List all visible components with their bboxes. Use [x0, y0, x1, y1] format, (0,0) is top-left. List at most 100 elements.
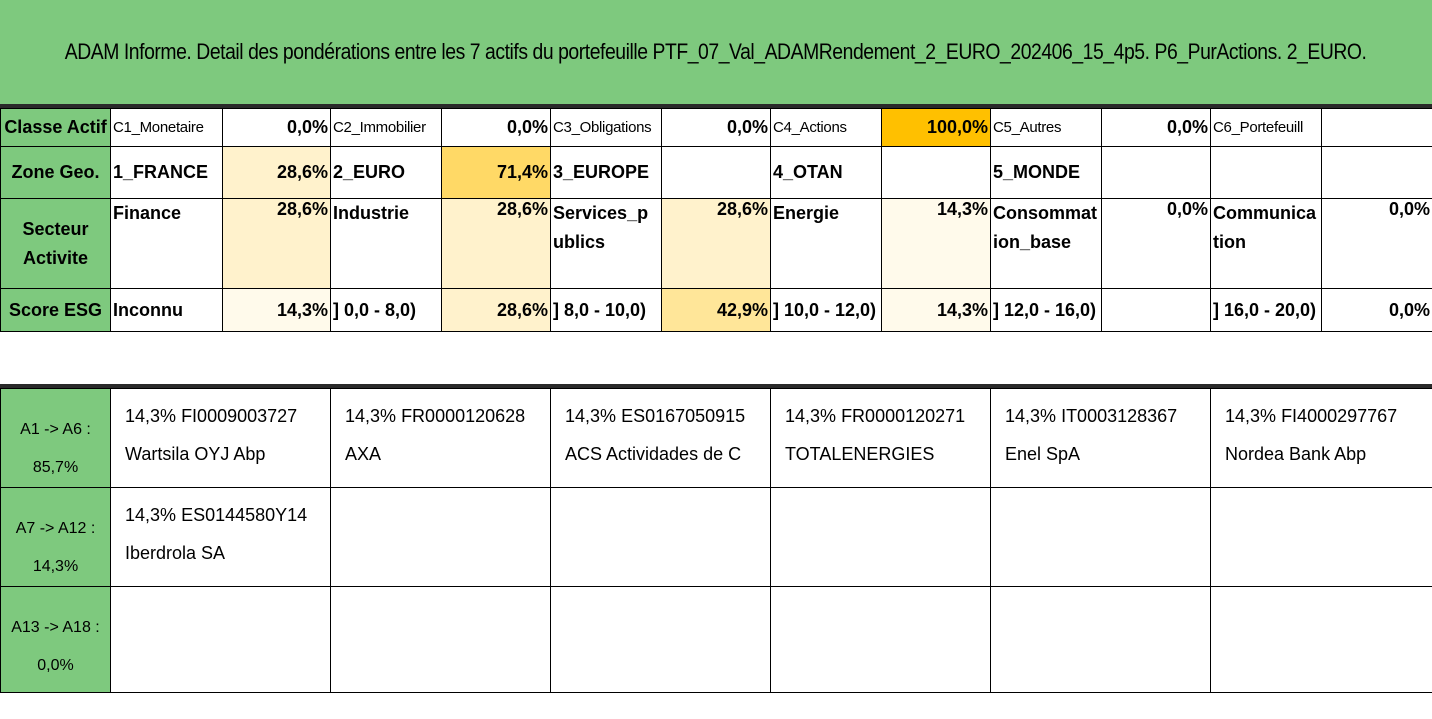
group-range: A1 -> A6 : — [20, 421, 91, 438]
cell-label: ] 10,0 - 12,0) — [770, 288, 882, 332]
asset-weight: 14,3% — [565, 406, 617, 426]
asset-line1: 14,3% ES0167050915 — [565, 397, 770, 435]
row-classe-actif: Classe Actif C1_Monetaire 0,0% C2_Immobi… — [0, 108, 1432, 147]
cell-value: 0,0% — [1101, 108, 1211, 147]
cell-label: Communication — [1210, 198, 1322, 289]
asset-isin: IT0003128367 — [1061, 406, 1178, 426]
report-title: ADAM Informe. Detail des pondérations en… — [0, 0, 1432, 104]
cell-value: 28,6% — [222, 146, 331, 199]
row-header-secteur-line1: Secteur — [22, 218, 89, 239]
row-header-classe: Classe Actif — [0, 108, 111, 147]
asset-isin: FR0000120628 — [401, 406, 526, 426]
empty-cell — [550, 586, 771, 693]
cell-label: Consommation_base — [990, 198, 1102, 289]
asset-isin: FI0009003727 — [181, 406, 298, 426]
empty-cell — [770, 586, 991, 693]
empty-cell — [1210, 487, 1432, 587]
cell-label: C3_Obligations — [550, 108, 662, 147]
cell-label: 5_MONDE — [990, 146, 1102, 199]
group-range: A13 -> A18 : — [11, 619, 100, 636]
empty-cell — [330, 586, 551, 693]
asset-line1: 14,3% FI4000297767 — [1225, 397, 1432, 435]
header-divider — [0, 104, 1432, 108]
asset-cell: 14,3% FI4000297767 Nordea Bank Abp — [1210, 388, 1432, 488]
cell-label: Finance — [110, 198, 223, 289]
row-header-zone: Zone Geo. — [0, 146, 111, 199]
asset-group-3: A13 -> A18 : 0,0% — [0, 586, 1432, 693]
empty-cell — [330, 487, 551, 587]
section-divider — [0, 384, 1432, 388]
cell-value — [1101, 146, 1211, 199]
asset-weight: 14,3% — [1005, 406, 1057, 426]
asset-name: Enel SpA — [1005, 444, 1081, 464]
cell-label — [1210, 146, 1322, 199]
row-secteur-activite: Secteur Activite Finance 28,6% Industrie… — [0, 198, 1432, 289]
asset-weight: 14,3% — [1225, 406, 1277, 426]
cell-value: 0,0% — [441, 108, 551, 147]
empty-cell — [550, 487, 771, 587]
cell-label: C5_Autres — [990, 108, 1102, 147]
empty-cell — [110, 586, 331, 693]
cell-value: 0,0% — [1321, 288, 1432, 332]
asset-weight: 14,3% — [785, 406, 837, 426]
asset-name: TOTALENERGIES — [785, 444, 935, 464]
cell-label: ] 16,0 - 20,0) — [1210, 288, 1322, 332]
asset-cell: 14,3% IT0003128367 Enel SpA — [990, 388, 1211, 488]
cell-value: 100,0% — [881, 108, 991, 147]
cell-value: 28,6% — [441, 288, 551, 332]
cell-label: 3_EUROPE — [550, 146, 662, 199]
asset-isin: FI4000297767 — [1281, 406, 1398, 426]
cell-label: C6_Portefeuill — [1210, 108, 1322, 147]
weights-table: Classe Actif C1_Monetaire 0,0% C2_Immobi… — [0, 108, 1432, 332]
cell-label: 4_OTAN — [770, 146, 882, 199]
row-zone-geo: Zone Geo. 1_FRANCE 28,6% 2_EURO 71,4% 3_… — [0, 146, 1432, 199]
cell-value: 71,4% — [441, 146, 551, 199]
asset-isin: ES0144580Y14 — [181, 505, 308, 525]
cell-label: 2_EURO — [330, 146, 442, 199]
group-header: A13 -> A18 : 0,0% — [0, 586, 111, 693]
cell-value: 14,3% — [881, 288, 991, 332]
cell-label: Energie — [770, 198, 882, 289]
cell-value: 14,3% — [881, 198, 991, 289]
cell-value: 0,0% — [661, 108, 771, 147]
asset-name: ACS Actividades de C — [565, 444, 742, 464]
asset-name: Iberdrola SA — [125, 543, 226, 563]
empty-cell — [770, 487, 991, 587]
asset-line1: 14,3% ES0144580Y14 — [125, 496, 330, 534]
cell-label: C1_Monetaire — [110, 108, 223, 147]
empty-cell — [990, 586, 1211, 693]
cell-value: 42,9% — [661, 288, 771, 332]
asset-group-1: A1 -> A6 : 85,7% 14,3% FI0009003727 Warts… — [0, 388, 1432, 488]
asset-cell: 14,3% FR0000120271 TOTALENERGIES — [770, 388, 991, 488]
row-header-esg: Score ESG — [0, 288, 111, 332]
cell-label: C2_Immobilier — [330, 108, 442, 147]
report-title-text: ADAM Informe. Detail des pondérations en… — [65, 39, 1367, 64]
group-total: 85,7% — [32, 459, 79, 476]
asset-isin: ES0167050915 — [621, 406, 746, 426]
cell-label: Inconnu — [110, 288, 223, 332]
asset-line1: 14,3% FR0000120628 — [345, 397, 550, 435]
asset-line1: 14,3% FI0009003727 — [125, 397, 330, 435]
cell-label: 1_FRANCE — [110, 146, 223, 199]
group-total: 0,0% — [37, 657, 74, 674]
group-header: A1 -> A6 : 85,7% — [0, 388, 111, 488]
group-header: A7 -> A12 : 14,3% — [0, 487, 111, 587]
cell-value — [881, 146, 991, 199]
cell-value — [1321, 146, 1432, 199]
group-total: 14,3% — [32, 558, 79, 575]
asset-name: Nordea Bank Abp — [1225, 444, 1367, 464]
cell-value: 28,6% — [441, 198, 551, 289]
asset-cell: 14,3% ES0167050915 ACS Actividades de C — [550, 388, 771, 488]
cell-value: 28,6% — [661, 198, 771, 289]
cell-label: ] 12,0 - 16,0) — [990, 288, 1102, 332]
cell-label: ] 8,0 - 10,0) — [550, 288, 662, 332]
cell-label: Industrie — [330, 198, 442, 289]
asset-weight: 14,3% — [125, 406, 177, 426]
cell-value: 14,3% — [222, 288, 331, 332]
cell-label: C4_Actions — [770, 108, 882, 147]
empty-cell — [990, 487, 1211, 587]
asset-line1: 14,3% IT0003128367 — [1005, 397, 1210, 435]
cell-label: Services_publics — [550, 198, 662, 289]
cell-value: 0,0% — [1321, 198, 1432, 289]
row-header-secteur-line2: Activite — [22, 247, 89, 268]
